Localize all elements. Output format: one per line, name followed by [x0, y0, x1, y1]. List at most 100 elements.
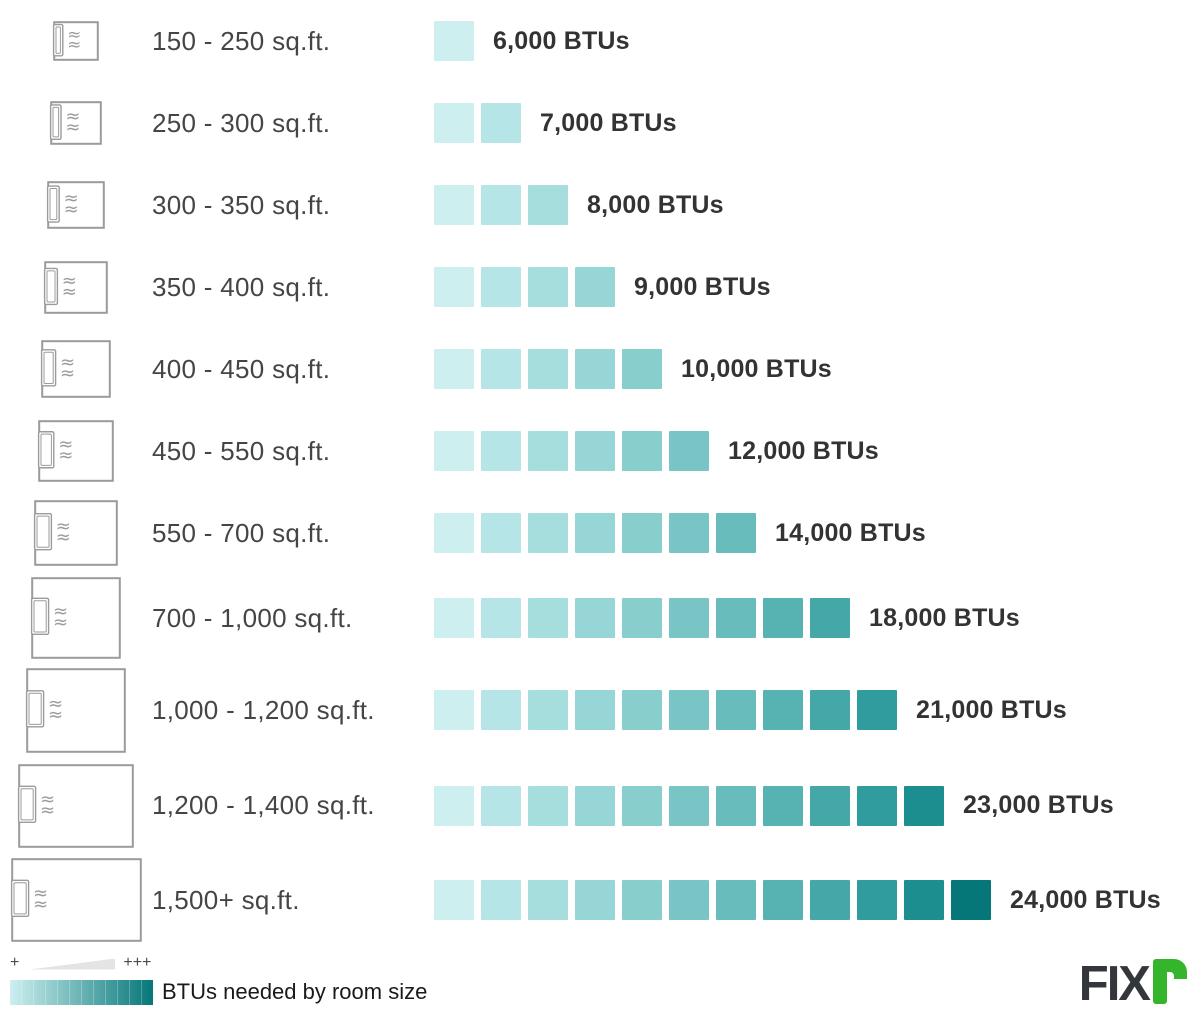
btu-value-label: 18,000 BTUs: [869, 603, 1020, 632]
btu-unit-square: [857, 880, 897, 920]
chart-row: ≈ ≈ 700 - 1,000 sq.ft. 18,000 BTUs: [0, 574, 1200, 662]
room-size-label: 150 - 250 sq.ft.: [152, 25, 331, 56]
svg-text:≈: ≈: [65, 117, 80, 138]
btu-unit-square: [481, 598, 521, 638]
room-ac-icon: ≈ ≈: [40, 340, 111, 398]
btu-bar: 9,000 BTUs: [434, 267, 1200, 307]
btu-unit-square: [763, 598, 803, 638]
btu-bar: 12,000 BTUs: [434, 431, 1200, 471]
room-icon-cell: ≈ ≈: [0, 20, 152, 62]
btu-unit-square: [528, 267, 568, 307]
logo-text-dark: FIX: [1078, 956, 1151, 1011]
chart-row: ≈ ≈ 450 - 550 sq.ft. 12,000 BTUs: [0, 410, 1200, 492]
btu-unit-square: [622, 431, 662, 471]
btu-unit-square: [622, 513, 662, 553]
btu-unit-square: [434, 185, 474, 225]
btu-value-label: 12,000 BTUs: [728, 436, 879, 465]
room-ac-icon: ≈ ≈: [43, 260, 108, 314]
room-ac-icon: ≈ ≈: [17, 763, 134, 848]
btu-unit-square: [575, 880, 615, 920]
chart-row: ≈ ≈ 400 - 450 sq.ft. 10,000 BTUs: [0, 328, 1200, 410]
btu-unit-square: [669, 513, 709, 553]
svg-text:≈: ≈: [48, 704, 63, 725]
btu-bar: 7,000 BTUs: [434, 103, 1200, 143]
btu-unit-square: [434, 349, 474, 389]
btu-unit-square: [622, 349, 662, 389]
btu-unit-square: [481, 103, 521, 143]
svg-text:≈: ≈: [58, 434, 73, 455]
room-size-label: 550 - 700 sq.ft.: [152, 517, 331, 548]
btu-unit-square: [434, 513, 474, 553]
btu-unit-square: [810, 598, 850, 638]
btu-unit-square: [528, 513, 568, 553]
btu-unit-square: [622, 690, 662, 730]
chart-row: ≈ ≈ 250 - 300 sq.ft. 7,000 BTUs: [0, 82, 1200, 164]
svg-text:≈: ≈: [67, 34, 81, 54]
svg-text:≈: ≈: [56, 527, 71, 548]
btu-unit-square: [669, 431, 709, 471]
btu-unit-square: [716, 690, 756, 730]
btu-unit-square: [481, 431, 521, 471]
room-icon-cell: ≈ ≈: [0, 339, 152, 399]
btu-unit-square: [763, 690, 803, 730]
legend-min-symbol: +: [10, 954, 20, 971]
room-size-label: 700 - 1,000 sq.ft.: [152, 602, 353, 633]
room-ac-icon: ≈ ≈: [30, 577, 121, 659]
room-icon-cell: ≈ ≈: [0, 180, 152, 230]
room-icon-cell: ≈ ≈: [0, 100, 152, 146]
btu-value-label: 9,000 BTUs: [634, 272, 771, 301]
chart-row: ≈ ≈ 300 - 350 sq.ft. 8,000 BTUs: [0, 164, 1200, 246]
btu-unit-square: [528, 690, 568, 730]
legend-label: BTUs needed by room size: [162, 979, 428, 1004]
room-icon-cell: ≈ ≈: [0, 763, 152, 849]
btu-value-label: 21,000 BTUs: [916, 695, 1067, 724]
btu-bar: 21,000 BTUs: [434, 690, 1200, 730]
btu-bar: 18,000 BTUs: [434, 598, 1200, 638]
room-icon-cell: ≈ ≈: [0, 576, 152, 660]
btu-unit-square: [669, 598, 709, 638]
svg-text:≈: ≈: [48, 693, 63, 714]
btu-unit-square: [575, 513, 615, 553]
chart-row: ≈ ≈ 1,200 - 1,400 sq.ft. 23,000 BTUs: [0, 758, 1200, 853]
svg-text:≈: ≈: [33, 894, 48, 915]
room-ac-icon: ≈ ≈: [52, 21, 99, 61]
btu-bar: 24,000 BTUs: [434, 880, 1200, 920]
fixr-logo: FIX: [1078, 956, 1188, 1011]
room-size-label: 1,000 - 1,200 sq.ft.: [152, 694, 375, 725]
room-ac-icon: ≈ ≈: [25, 667, 126, 753]
room-icon-cell: ≈ ≈: [0, 857, 152, 943]
btu-value-label: 7,000 BTUs: [540, 108, 677, 137]
btu-unit-square: [575, 267, 615, 307]
svg-text:≈: ≈: [62, 270, 77, 291]
room-size-label: 350 - 400 sq.ft.: [152, 271, 331, 302]
legend-scale-row: + +++: [10, 953, 427, 973]
svg-text:≈: ≈: [56, 516, 71, 537]
btu-value-label: 8,000 BTUs: [587, 190, 724, 219]
chart-row: ≈ ≈ 1,500+ sq.ft. 24,000 BTUs: [0, 853, 1200, 947]
btu-unit-square: [528, 185, 568, 225]
room-size-label: 1,200 - 1,400 sq.ft.: [152, 790, 375, 820]
legend-max-symbol: +++: [123, 954, 152, 971]
btu-unit-square: [716, 880, 756, 920]
btu-unit-square: [575, 349, 615, 389]
btu-unit-square: [716, 598, 756, 638]
svg-text:≈: ≈: [65, 106, 80, 127]
btu-unit-square: [434, 690, 474, 730]
logo-green-r-icon: [1153, 959, 1187, 1004]
btu-unit-square: [575, 690, 615, 730]
svg-text:≈: ≈: [40, 789, 55, 810]
btu-unit-square: [857, 785, 897, 826]
chart-rows: ≈ ≈ 150 - 250 sq.ft. 6,000 BTUs ≈ ≈ 250 -…: [0, 20, 1200, 947]
btu-unit-square: [481, 267, 521, 307]
btu-unit-square: [575, 598, 615, 638]
chart-footer: + +++ BTUs needed by room size FIX: [0, 947, 1200, 1015]
room-ac-icon: ≈ ≈: [49, 101, 102, 145]
btu-unit-square: [857, 690, 897, 730]
btu-unit-square: [763, 785, 803, 826]
btu-unit-square: [434, 880, 474, 920]
btu-unit-square: [528, 431, 568, 471]
room-size-label: 450 - 550 sq.ft.: [152, 435, 331, 466]
room-size-label: 1,500+ sq.ft.: [152, 884, 300, 915]
svg-text:≈: ≈: [33, 883, 48, 904]
room-ac-icon: ≈ ≈: [37, 420, 114, 482]
